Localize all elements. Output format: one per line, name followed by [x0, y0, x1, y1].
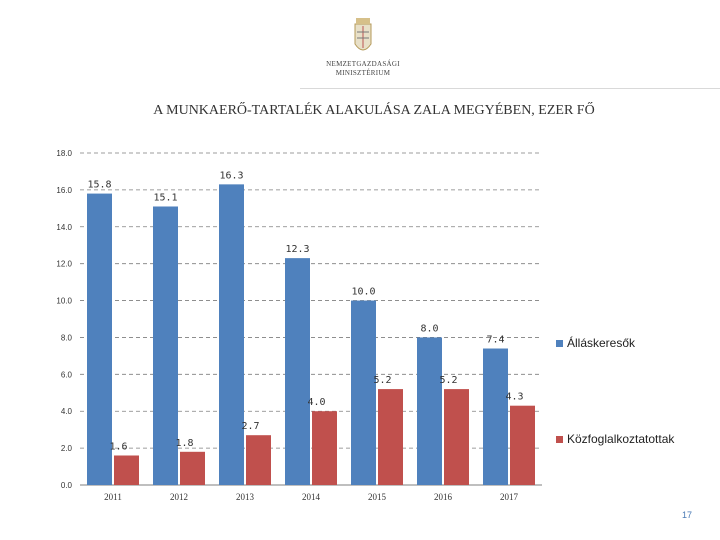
legend-swatch-allaskeresok [556, 339, 563, 347]
x-tick-label: 2015 [368, 492, 387, 502]
data-label-kozfoglalkoztatottak: 1.6 [109, 441, 127, 452]
bar-kozfoglalkoztatottak [312, 411, 337, 485]
data-label-allaskeresok: 16.3 [219, 170, 243, 181]
logo-text-line2: MINISZTÉRIUM [335, 69, 391, 77]
ministry-logo-text: NEMZETGAZDASÁGI MINISZTÉRIUM [300, 60, 426, 78]
y-tick-label: 18.0 [56, 149, 72, 158]
legend-label-kozfoglalkoztatottak: Közfoglalkoztatottak [567, 432, 675, 446]
x-tick-label: 2011 [104, 492, 122, 502]
legend-item-kozfoglalkoztatottak: Közfoglalkoztatottak [556, 432, 674, 446]
bar-kozfoglalkoztatottak [510, 405, 535, 485]
chart-title: A MUNKAERŐ-TARTALÉK ALAKULÁSA ZALA MEGYÉ… [153, 103, 595, 118]
data-label-kozfoglalkoztatottak: 5.2 [439, 375, 457, 386]
y-tick-label: 2.0 [61, 444, 73, 453]
data-label-allaskeresok: 15.8 [87, 180, 111, 191]
coat-of-arms-icon [354, 18, 372, 51]
bar-allaskeresok [87, 193, 112, 486]
bar-allaskeresok [285, 258, 310, 485]
y-tick-label: 16.0 [56, 186, 72, 195]
y-tick-label: 8.0 [61, 333, 73, 342]
legend-swatch-kozfoglalkoztatottak [556, 435, 563, 443]
legend-item-allaskeresok: Álláskeresők [556, 336, 635, 350]
bar-allaskeresok [351, 300, 376, 485]
x-tick-label: 2017 [500, 492, 519, 502]
y-tick-label: 6.0 [61, 370, 73, 379]
y-tick-label: 4.0 [61, 407, 73, 416]
legend-label-allaskeresok: Álláskeresők [567, 336, 636, 350]
logo-text-line1: NEMZETGAZDASÁGI [326, 60, 400, 68]
data-label-allaskeresok: 12.3 [285, 244, 309, 255]
bar-allaskeresok [153, 206, 178, 485]
bar-kozfoglalkoztatottak [378, 389, 403, 485]
bar-allaskeresok [219, 184, 244, 485]
bar-kozfoglalkoztatottak [246, 435, 271, 485]
data-label-allaskeresok: 8.0 [420, 323, 438, 334]
data-label-kozfoglalkoztatottak: 4.3 [505, 392, 523, 403]
bar-allaskeresok [417, 337, 442, 485]
data-label-kozfoglalkoztatottak: 2.7 [241, 421, 259, 432]
x-tick-label: 2012 [170, 492, 188, 502]
data-label-allaskeresok: 7.4 [486, 335, 504, 346]
y-tick-label: 0.0 [61, 481, 73, 490]
data-label-kozfoglalkoztatottak: 1.8 [175, 438, 193, 449]
data-label-allaskeresok: 15.1 [153, 192, 177, 203]
y-tick-label: 14.0 [56, 223, 72, 232]
bar-allaskeresok [483, 348, 508, 485]
x-tick-label: 2014 [302, 492, 321, 502]
y-tick-label: 10.0 [56, 297, 72, 306]
page-number: 17 [681, 510, 692, 520]
bar-kozfoglalkoztatottak [114, 455, 139, 485]
x-tick-label: 2013 [236, 492, 255, 502]
bar-kozfoglalkoztatottak [180, 451, 205, 485]
data-label-kozfoglalkoztatottak: 4.0 [307, 397, 325, 408]
y-tick-label: 12.0 [56, 260, 72, 269]
bar-kozfoglalkoztatottak [444, 389, 469, 485]
header-divider [300, 88, 720, 89]
data-label-allaskeresok: 10.0 [351, 287, 375, 298]
data-label-kozfoglalkoztatottak: 5.2 [373, 375, 391, 386]
x-tick-label: 2016 [434, 492, 453, 502]
